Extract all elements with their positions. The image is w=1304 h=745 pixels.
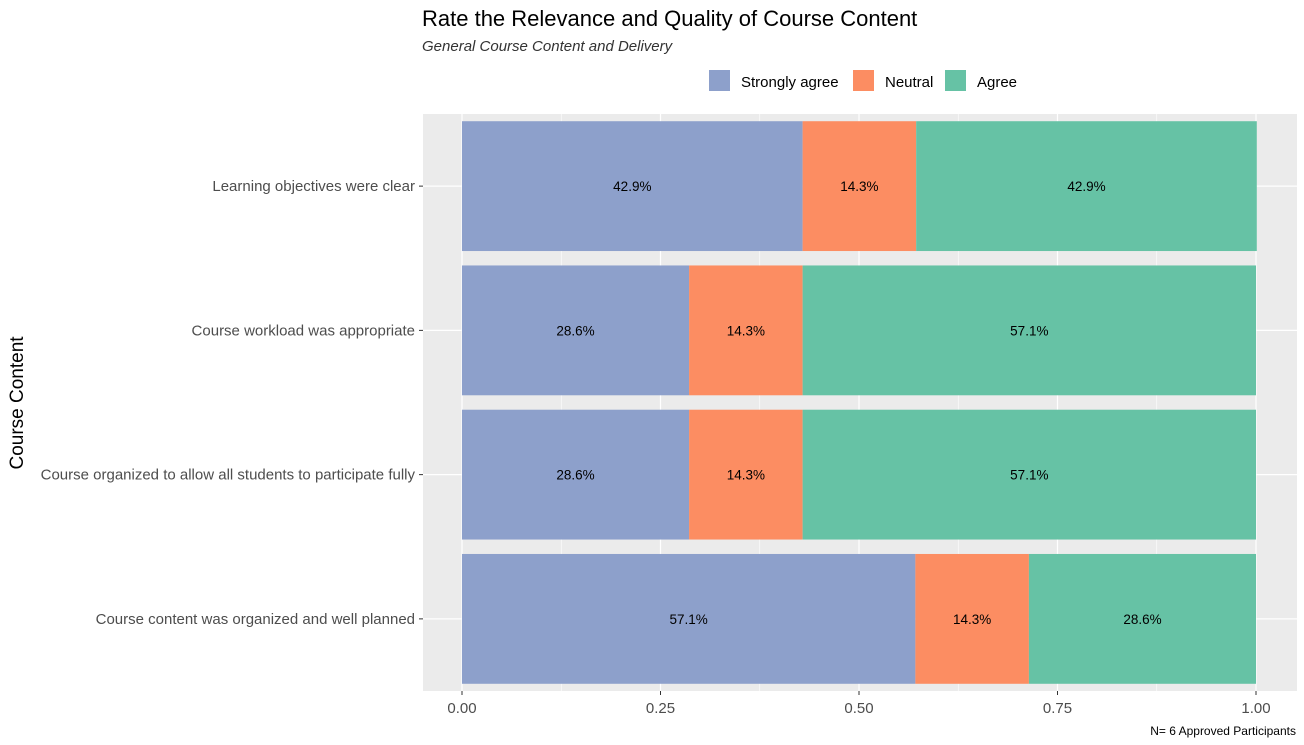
legend-swatch xyxy=(945,70,966,91)
category-label: Course organized to allow all students t… xyxy=(41,467,416,484)
bar-strongly-agree xyxy=(462,121,803,252)
chart-subtitle: General Course Content and Delivery xyxy=(422,38,674,55)
bar-value-label: 14.3% xyxy=(953,612,991,627)
bar-value-label: 57.1% xyxy=(1010,323,1048,338)
legend-label: Neutral xyxy=(885,74,933,91)
bar-agree xyxy=(802,265,1256,396)
bars: 42.9% 14.3% 42.9% 28.6% 14.3% 57.1% 28.6% 14.3%… xyxy=(462,121,1257,684)
y-axis-title: Course Content xyxy=(7,336,28,470)
bar-agree xyxy=(802,409,1256,540)
legend-item-agree: Agree xyxy=(945,70,1017,91)
bar-value-label: 14.3% xyxy=(727,468,765,483)
bar-strongly-agree xyxy=(462,409,690,540)
bar-neutral xyxy=(689,409,803,540)
bar-agree xyxy=(916,121,1257,252)
bar-strongly-agree xyxy=(462,553,916,684)
bar-value-label: 28.6% xyxy=(1123,612,1161,627)
bar-agree xyxy=(1028,553,1256,684)
x-tick-label: 0.25 xyxy=(646,700,675,717)
legend-swatch xyxy=(853,70,874,91)
legend-item-neutral: Neutral xyxy=(853,70,933,91)
bar-neutral xyxy=(689,265,803,396)
y-axis: Learning objectives were clear Course wor… xyxy=(41,178,423,628)
legend-swatch xyxy=(709,70,730,91)
category-label: Learning objectives were clear xyxy=(212,178,415,195)
category-label: Course workload was appropriate xyxy=(192,322,415,339)
caption: N= 6 Approved Participants xyxy=(1150,724,1296,738)
legend-label: Agree xyxy=(977,74,1017,91)
bar-value-label: 14.3% xyxy=(727,323,765,338)
legend-item-strongly-agree: Strongly agree xyxy=(709,70,839,91)
legend: Strongly agree Neutral Agree xyxy=(709,70,1017,91)
bar-value-label: 28.6% xyxy=(556,468,594,483)
x-axis: 0.00 0.25 0.50 0.75 1.00 xyxy=(447,691,1271,717)
chart-title: Rate the Relevance and Quality of Course… xyxy=(422,6,917,31)
x-tick-label: 0.75 xyxy=(1043,700,1072,717)
bar-value-label: 28.6% xyxy=(556,323,594,338)
bar-value-label: 42.9% xyxy=(1067,179,1105,194)
bar-neutral xyxy=(915,553,1029,684)
bar-neutral xyxy=(802,121,917,252)
category-label: Course content was organized and well pl… xyxy=(96,611,415,628)
bar-value-label: 57.1% xyxy=(670,612,708,627)
legend-label: Strongly agree xyxy=(741,74,839,91)
bar-value-label: 42.9% xyxy=(613,179,651,194)
x-tick-label: 1.00 xyxy=(1241,700,1270,717)
x-tick-label: 0.00 xyxy=(447,700,476,717)
x-tick-label: 0.50 xyxy=(844,700,873,717)
bar-strongly-agree xyxy=(462,265,690,396)
bar-value-label: 14.3% xyxy=(840,179,878,194)
bar-value-label: 57.1% xyxy=(1010,468,1048,483)
